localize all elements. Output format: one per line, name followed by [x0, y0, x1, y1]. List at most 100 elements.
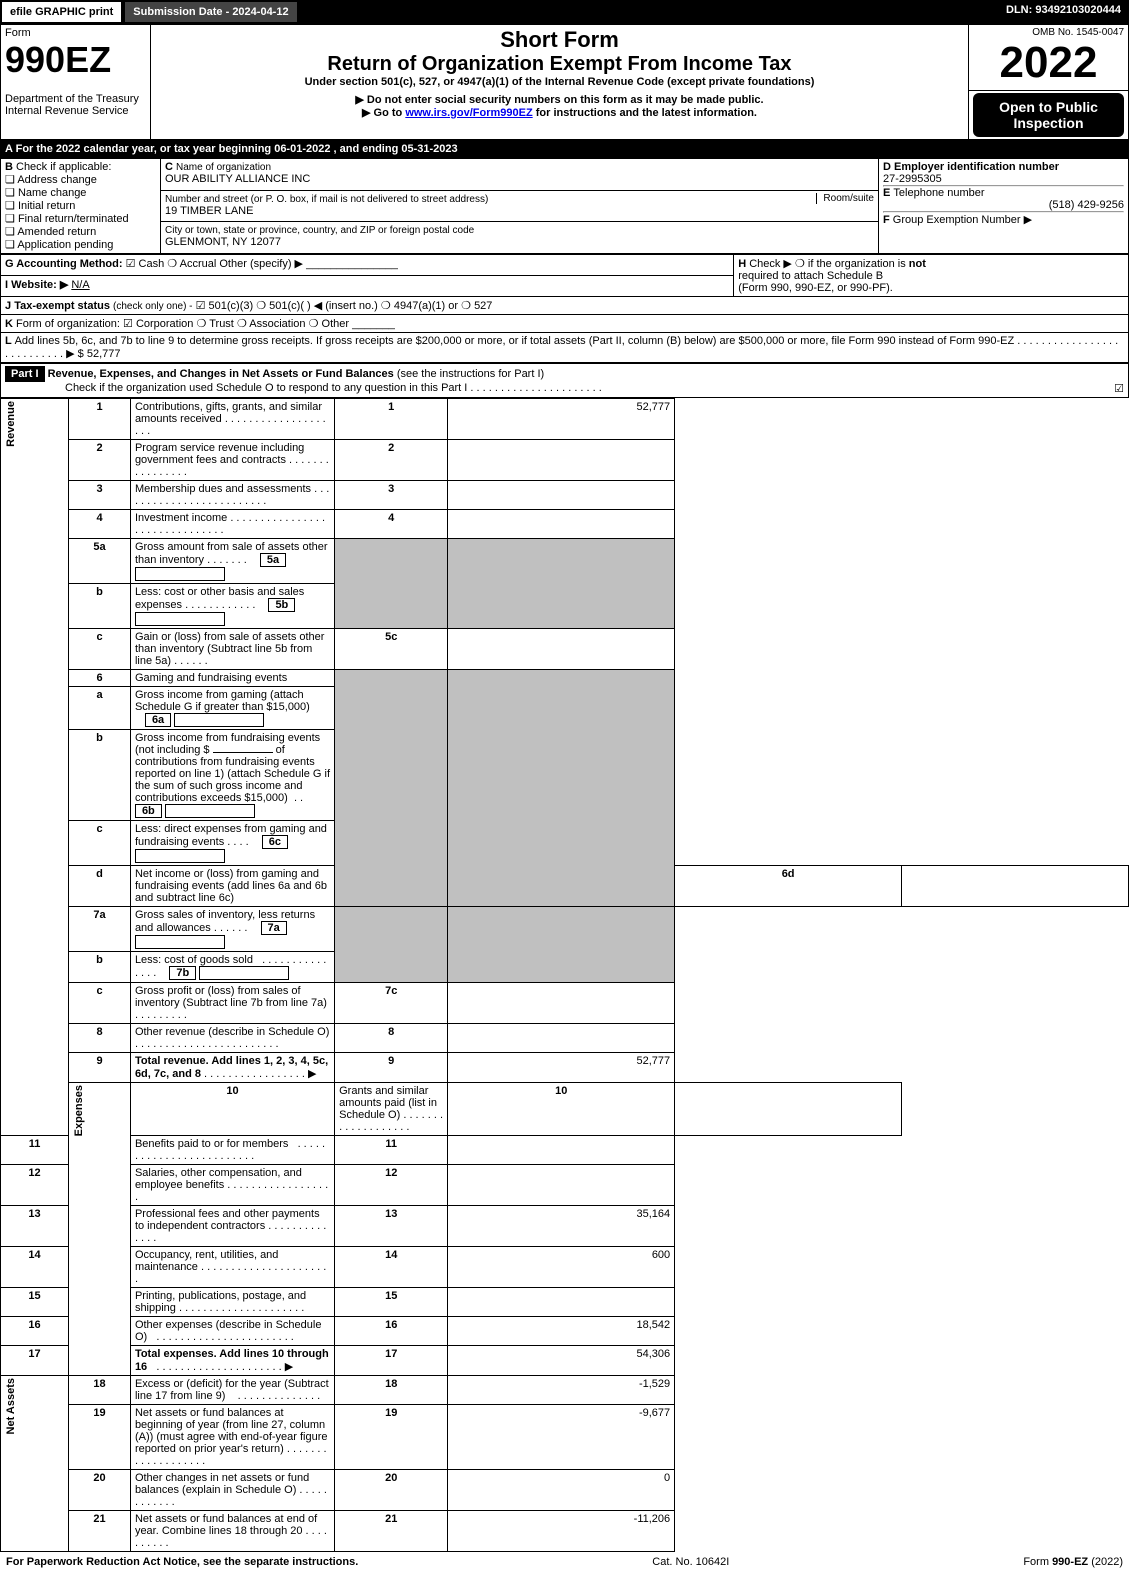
f-arrow: ▶	[1024, 214, 1032, 226]
m5a: 5a	[260, 553, 286, 567]
chk-other[interactable]: ❍	[309, 318, 319, 330]
title-return: Return of Organization Exempt From Incom…	[155, 53, 964, 76]
v14: 600	[448, 1247, 675, 1288]
d16: Other expenses (describe in Schedule O)	[135, 1319, 322, 1343]
k-assoc: Association	[249, 318, 305, 330]
n6d: d	[69, 866, 131, 907]
n14: 14	[1, 1247, 69, 1288]
v5c	[448, 629, 675, 670]
d3: Membership dues and assessments	[135, 483, 311, 495]
n4: 4	[69, 510, 131, 539]
chk-accrual[interactable]: ❍	[167, 258, 177, 270]
d6a: Gross income from gaming (attach Schedul…	[135, 689, 310, 713]
chk-amended[interactable]: ❏	[5, 226, 15, 238]
n7b: b	[69, 952, 131, 983]
n5c: c	[69, 629, 131, 670]
b3: 3	[335, 481, 448, 510]
d8: Other revenue (describe in Schedule O)	[135, 1026, 329, 1038]
part1-table: Revenue 1 Contributions, gifts, grants, …	[0, 398, 1129, 1552]
entity-block: B Check if applicable: ❏ Address change …	[0, 158, 1129, 254]
n3: 3	[69, 481, 131, 510]
chk-name[interactable]: ❏	[5, 187, 15, 199]
opt-initial: Initial return	[18, 200, 75, 212]
chk-trust[interactable]: ❍	[196, 318, 206, 330]
n20: 20	[69, 1470, 131, 1511]
dln-label: DLN: 93492103020444	[998, 0, 1129, 24]
chk-corp[interactable]: ☑	[123, 318, 133, 330]
v10	[675, 1083, 902, 1136]
g-label: Accounting Method:	[16, 258, 122, 270]
n6b: b	[69, 730, 131, 821]
d5a: Gross amount from sale of assets other t…	[135, 541, 328, 566]
n13: 13	[1, 1206, 69, 1247]
v2	[448, 440, 675, 481]
n5b: b	[69, 584, 131, 629]
tax-year: 2022	[973, 38, 1124, 88]
dept-treasury: Department of the Treasury	[5, 93, 139, 105]
irs-link[interactable]: www.irs.gov/Form990EZ	[405, 107, 532, 119]
h-forms: (Form 990, 990-EZ, or 990-PF).	[738, 282, 893, 294]
chk-part1-scho[interactable]: ☑	[1114, 382, 1124, 395]
j-o2: 501(c)( ) ◀ (insert no.)	[269, 300, 378, 312]
b8: 8	[335, 1024, 448, 1053]
n6: 6	[69, 670, 131, 687]
b10: 10	[448, 1083, 675, 1136]
header-table: Form 990EZ Department of the Treasury In…	[0, 24, 1129, 140]
chk-527[interactable]: ❍	[461, 300, 471, 312]
part1-instr: (see the instructions for Part I)	[397, 368, 544, 380]
v1: 52,777	[448, 399, 675, 440]
m7b: 7b	[169, 966, 196, 980]
opt-address: Address change	[17, 174, 97, 186]
d21: Net assets or fund balances at end of ye…	[135, 1513, 317, 1537]
top-bar: efile GRAPHIC print Submission Date - 20…	[0, 0, 1129, 24]
h-pre: Check ▶	[749, 258, 795, 270]
submission-date-badge: Submission Date - 2024-04-12	[123, 0, 298, 24]
f-label: Group Exemption Number	[893, 214, 1021, 226]
street-label: Number and street (or P. O. box, if mail…	[165, 194, 488, 205]
d10: Grants and similar amounts paid (list in…	[339, 1085, 437, 1121]
chk-501c[interactable]: ❍	[256, 300, 266, 312]
footer: For Paperwork Reduction Act Notice, see …	[0, 1552, 1129, 1572]
v19: -9,677	[448, 1405, 675, 1470]
b15: 15	[335, 1288, 448, 1317]
b9: 9	[335, 1053, 448, 1083]
note-goto-post: for instructions and the latest informat…	[533, 107, 757, 119]
v11	[448, 1136, 675, 1165]
j-o1: 501(c)(3)	[209, 300, 254, 312]
n7c: c	[69, 983, 131, 1024]
efile-button[interactable]: efile GRAPHIC print	[0, 0, 123, 24]
d1: Contributions, gifts, grants, and simila…	[135, 401, 322, 425]
d18: Excess or (deficit) for the year (Subtra…	[135, 1378, 329, 1402]
chk-h[interactable]: ❍	[795, 258, 805, 270]
opt-final: Final return/terminated	[18, 213, 129, 225]
n1: 1	[69, 399, 131, 440]
footer-right-post: (2022)	[1088, 1556, 1123, 1568]
d6: Gaming and fundraising events	[135, 672, 287, 684]
g-cash: Cash	[139, 258, 165, 270]
chk-501c3[interactable]: ☑	[196, 300, 206, 312]
b1: 1	[335, 399, 448, 440]
chk-initial[interactable]: ❏	[5, 200, 15, 212]
v9: 52,777	[448, 1053, 675, 1083]
chk-final[interactable]: ❏	[5, 213, 15, 225]
k-other: Other	[322, 318, 350, 330]
d17: Total expenses. Add lines 10 through 16	[135, 1348, 329, 1373]
chk-pending[interactable]: ❏	[5, 239, 15, 251]
v7c	[448, 983, 675, 1024]
title-short-form: Short Form	[155, 27, 964, 53]
b-label: Check if applicable:	[16, 161, 111, 173]
chk-cash[interactable]: ☑	[126, 258, 136, 270]
subtitle: Under section 501(c), 527, or 4947(a)(1)…	[155, 76, 964, 88]
v3	[448, 481, 675, 510]
l-val: 52,777	[87, 348, 121, 360]
d19: Net assets or fund balances at beginning…	[135, 1407, 328, 1455]
chk-assoc[interactable]: ❍	[237, 318, 247, 330]
chk-address[interactable]: ❏	[5, 174, 15, 186]
irs-label: Internal Revenue Service	[5, 105, 129, 117]
ein: 27-2995305	[883, 173, 942, 185]
m6b: 6b	[135, 804, 162, 818]
i-label: Website: ▶	[11, 279, 68, 291]
chk-4947[interactable]: ❍	[381, 300, 391, 312]
part1-title: Revenue, Expenses, and Changes in Net As…	[48, 368, 394, 380]
n7a: 7a	[69, 907, 131, 952]
